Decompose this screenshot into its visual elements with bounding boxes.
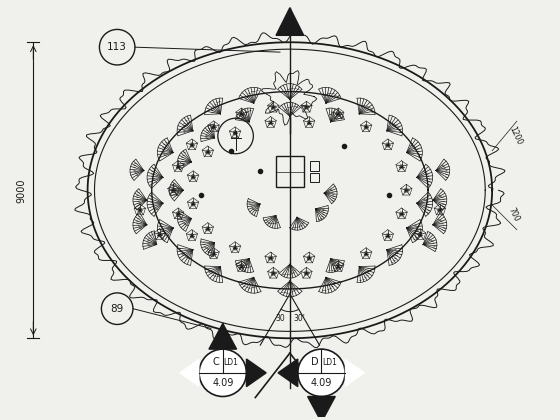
Text: 700: 700 (507, 206, 521, 223)
Text: 1200: 1200 (507, 125, 523, 147)
Text: 9000: 9000 (16, 178, 26, 202)
Text: 113: 113 (108, 42, 127, 52)
Polygon shape (209, 323, 236, 349)
Text: D: D (311, 357, 318, 367)
Text: C: C (212, 357, 219, 367)
Polygon shape (276, 8, 304, 35)
Polygon shape (345, 359, 365, 387)
Text: 30': 30' (294, 314, 306, 323)
Polygon shape (246, 359, 266, 387)
Text: LD1: LD1 (323, 358, 337, 367)
Text: LD1: LD1 (223, 358, 239, 367)
Polygon shape (307, 396, 335, 420)
Circle shape (199, 349, 246, 396)
Text: 4.09: 4.09 (212, 378, 234, 388)
Text: 89: 89 (110, 304, 124, 314)
Bar (276, 156, 304, 187)
Circle shape (298, 349, 345, 396)
Bar (310, 173, 319, 182)
Text: 30: 30 (275, 314, 285, 323)
Bar (310, 161, 319, 171)
Text: 4.09: 4.09 (311, 378, 332, 388)
Polygon shape (278, 359, 298, 387)
Polygon shape (179, 359, 199, 387)
